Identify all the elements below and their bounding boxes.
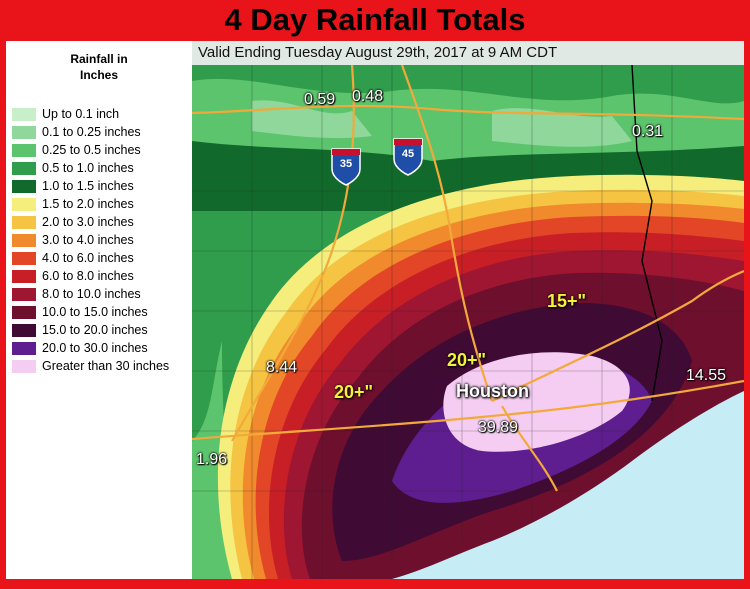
legend-swatch bbox=[12, 251, 36, 265]
legend-label: 4.0 to 6.0 inches bbox=[42, 251, 134, 265]
interstate-45-shield bbox=[393, 138, 423, 176]
legend-swatch bbox=[12, 161, 36, 175]
zone-label-20-plus-east: 20+" bbox=[447, 350, 487, 370]
legend-item: 15.0 to 20.0 inches bbox=[6, 321, 192, 339]
county-lines bbox=[192, 65, 744, 579]
legend-swatch bbox=[12, 305, 36, 319]
legend-label: 8.0 to 10.0 inches bbox=[42, 287, 141, 301]
obs-value-196: 1.96 bbox=[196, 451, 228, 468]
legend-swatch bbox=[12, 197, 36, 211]
legend-swatch bbox=[12, 287, 36, 301]
highways bbox=[192, 64, 744, 492]
legend-label: 6.0 to 8.0 inches bbox=[42, 269, 134, 283]
legend-swatch bbox=[12, 233, 36, 247]
legend-swatch bbox=[12, 143, 36, 157]
legend-label: 20.0 to 30.0 inches bbox=[42, 341, 148, 355]
legend-heading-line2: Inches bbox=[79, 68, 118, 82]
legend-label: 2.0 to 3.0 inches bbox=[42, 215, 134, 229]
legend-label: 10.0 to 15.0 inches bbox=[42, 305, 148, 319]
legend-label: 3.0 to 4.0 inches bbox=[42, 233, 134, 247]
obs-value-048: 0.48 bbox=[352, 88, 384, 105]
legend-item: 10.0 to 15.0 inches bbox=[6, 303, 192, 321]
legend-panel: Rainfall in Inches Up to 0.1 inch 0.1 to … bbox=[6, 41, 192, 579]
rain-band-over-30 bbox=[443, 352, 630, 452]
legend-list: Up to 0.1 inch 0.1 to 0.25 inches 0.25 to … bbox=[6, 105, 192, 375]
legend-label: 0.5 to 1.0 inches bbox=[42, 161, 134, 175]
legend-label: 1.5 to 2.0 inches bbox=[42, 197, 134, 211]
interstate-45-label: 45 bbox=[401, 148, 415, 160]
legend-item: 0.25 to 0.5 inches bbox=[6, 141, 192, 159]
rain-band-0-1-0-25 bbox=[252, 100, 372, 139]
legend-label: 1.0 to 1.5 inches bbox=[42, 179, 134, 193]
legend-item: 1.0 to 1.5 inches bbox=[6, 177, 192, 195]
legend-item: Greater than 30 inches bbox=[6, 357, 192, 375]
legend-label: 15.0 to 20.0 inches bbox=[42, 323, 148, 337]
legend-label: Greater than 30 inches bbox=[42, 359, 170, 373]
legend-item: 3.0 to 4.0 inches bbox=[6, 231, 192, 249]
legend-item: Up to 0.1 inch bbox=[6, 105, 192, 123]
page-title: 4 Day Rainfall Totals bbox=[224, 2, 526, 37]
legend-swatch bbox=[12, 269, 36, 283]
state-border bbox=[631, 64, 663, 402]
city-label-houston: Houston bbox=[456, 381, 529, 401]
legend-item: 0.5 to 1.0 inches bbox=[6, 159, 192, 177]
zone-label-20-plus-west: 20+" bbox=[334, 382, 374, 402]
legend-label: 0.25 to 0.5 inches bbox=[42, 143, 141, 157]
obs-value-1455: 14.55 bbox=[686, 367, 727, 384]
legend-heading-line1: Rainfall in bbox=[70, 52, 128, 66]
legend-swatch bbox=[12, 323, 36, 337]
legend-item: 4.0 to 6.0 inches bbox=[6, 249, 192, 267]
legend-swatch bbox=[12, 107, 36, 121]
obs-value-3989: 39.89 bbox=[478, 419, 519, 436]
legend-swatch bbox=[12, 179, 36, 193]
legend-swatch bbox=[12, 215, 36, 229]
rainfall-map: 35 45 Valid Ending Tuesday August 29th, … bbox=[192, 41, 744, 579]
valid-time-bar: Valid Ending Tuesday August 29th, 2017 a… bbox=[192, 41, 744, 65]
legend-label: Up to 0.1 inch bbox=[42, 107, 120, 121]
legend-swatch bbox=[12, 359, 36, 373]
interstate-35-label: 35 bbox=[339, 158, 353, 170]
legend-swatch bbox=[12, 341, 36, 355]
legend-label: 0.1 to 0.25 inches bbox=[42, 125, 141, 139]
interstate-35-shield bbox=[331, 148, 361, 186]
legend-item: 8.0 to 10.0 inches bbox=[6, 285, 192, 303]
obs-value-031: 0.31 bbox=[632, 123, 664, 140]
legend-item: 2.0 to 3.0 inches bbox=[6, 213, 192, 231]
zone-label-15-plus: 15+" bbox=[547, 291, 587, 311]
legend-item: 20.0 to 30.0 inches bbox=[6, 339, 192, 357]
obs-value-844: 8.44 bbox=[266, 359, 298, 376]
map-graphic bbox=[192, 41, 744, 579]
legend-item: 1.5 to 2.0 inches bbox=[6, 195, 192, 213]
rain-band-0-25-0-5 bbox=[192, 78, 744, 171]
legend-heading: Rainfall in Inches bbox=[6, 51, 192, 83]
gulf-of-mexico bbox=[392, 391, 744, 579]
legend-swatch bbox=[12, 125, 36, 139]
legend-item: 6.0 to 8.0 inches bbox=[6, 267, 192, 285]
legend-item: 0.1 to 0.25 inches bbox=[6, 123, 192, 141]
obs-value-059: 0.59 bbox=[304, 91, 336, 108]
rain-band-0-1-0-25-east bbox=[492, 108, 632, 147]
